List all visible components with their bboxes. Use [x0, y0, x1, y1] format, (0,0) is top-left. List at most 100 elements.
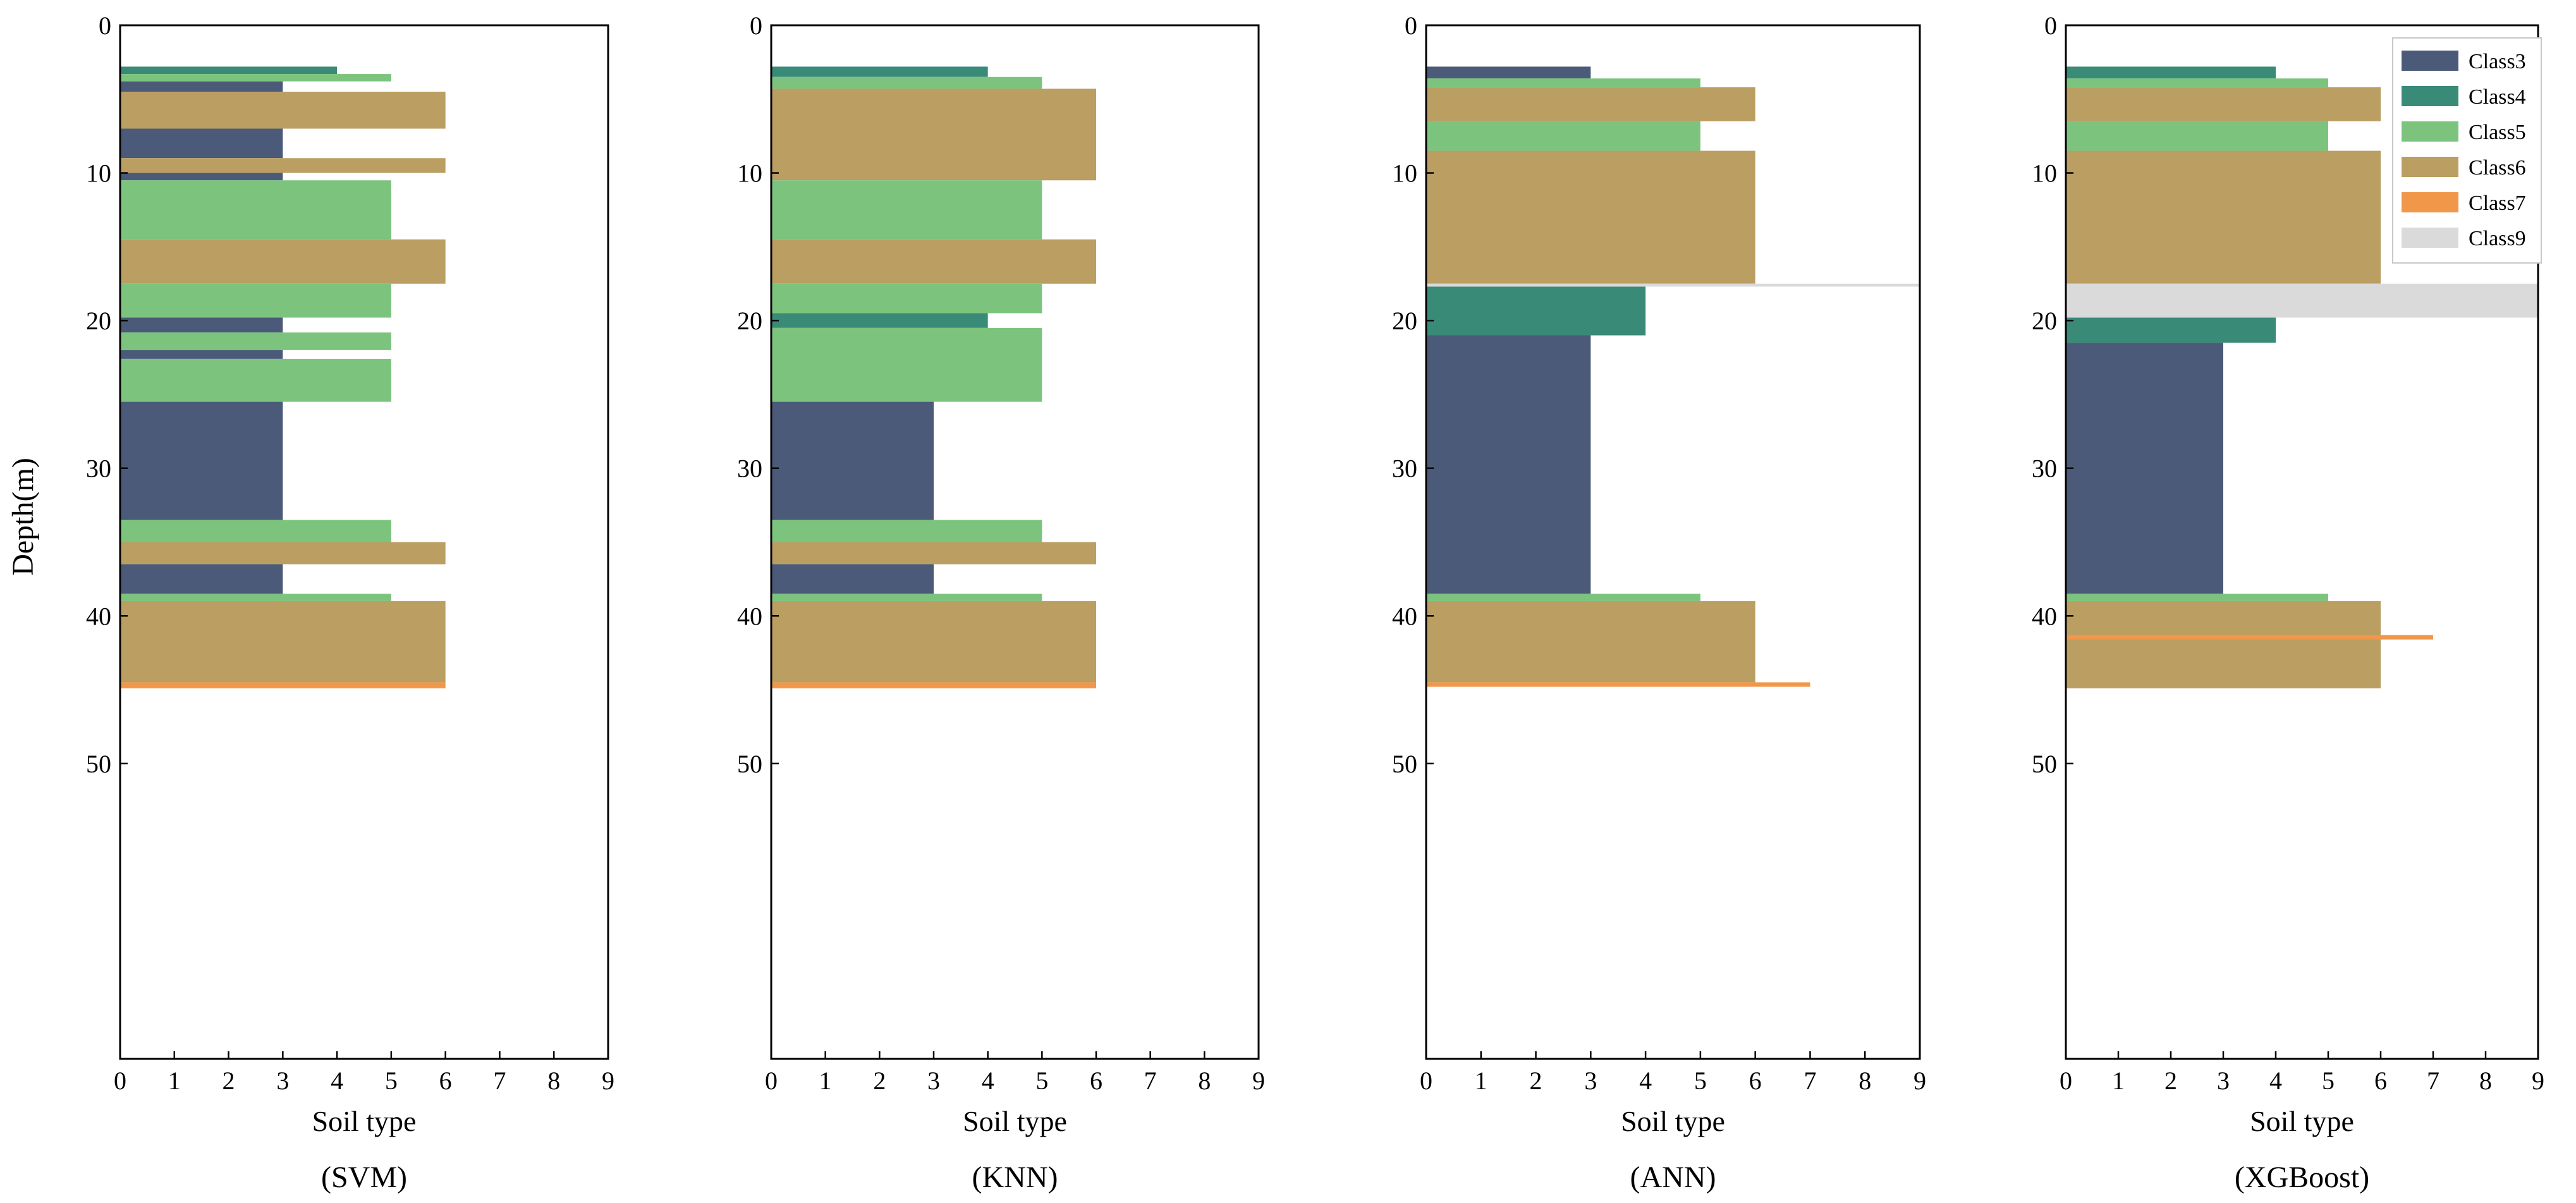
- bar: [771, 594, 1042, 601]
- bar: [120, 520, 391, 542]
- x-tick-label: 3: [1584, 1066, 1597, 1095]
- legend-box: [2392, 37, 2542, 264]
- y-tick-label: 10: [1392, 159, 1417, 188]
- bar: [120, 81, 283, 92]
- y-tick-label: 0: [1405, 11, 1417, 40]
- bar: [771, 313, 988, 328]
- bar: [120, 74, 391, 82]
- x-tick-label: 5: [1035, 1066, 1048, 1095]
- bar: [771, 401, 934, 520]
- y-tick-label: 20: [86, 307, 111, 335]
- legend-swatch: [2402, 86, 2458, 106]
- bar: [1426, 121, 1700, 151]
- bar: [771, 66, 988, 77]
- bar: [1426, 682, 1810, 687]
- y-tick-label: 10: [737, 159, 762, 188]
- bar: [2066, 635, 2433, 640]
- bar: [2066, 601, 2381, 688]
- x-tick-label: 4: [2269, 1066, 2282, 1095]
- x-tick-label: 5: [2322, 1066, 2335, 1095]
- bar: [771, 542, 1096, 565]
- bar: [771, 520, 1042, 542]
- bar: [120, 66, 338, 75]
- bar: [120, 158, 446, 173]
- bar: [2066, 87, 2381, 121]
- bar: [120, 332, 391, 350]
- x-tick-label: 4: [982, 1066, 994, 1095]
- bar: [120, 682, 446, 688]
- y-tick-label: 10: [2032, 159, 2057, 188]
- bar: [120, 239, 446, 284]
- x-tick-label: 9: [1252, 1066, 1265, 1095]
- bar: [771, 239, 1096, 284]
- bar: [1426, 286, 1646, 336]
- bar: [771, 327, 1042, 402]
- x-tick-label: 3: [2217, 1066, 2230, 1095]
- y-tick-label: 20: [737, 307, 762, 335]
- bar: [771, 76, 1042, 89]
- legend: Class3 Class4 Class5 Class6 Class7 Class9: [2392, 37, 2542, 264]
- bar: [1426, 594, 1700, 601]
- bar: [1426, 283, 1920, 287]
- y-tick-label: 50: [737, 750, 762, 778]
- plot-frame: [119, 24, 609, 1060]
- x-tick-label: 8: [1859, 1066, 1871, 1095]
- y-tick-label: 40: [86, 602, 111, 630]
- bar: [2066, 317, 2276, 343]
- x-axis-label: Soil type: [963, 1105, 1067, 1137]
- bar: [120, 173, 283, 181]
- bar: [120, 542, 446, 565]
- plot-frame: [770, 24, 1260, 1060]
- x-tick-label: 6: [1749, 1066, 1762, 1095]
- x-tick-label: 9: [602, 1066, 614, 1095]
- bars: [120, 66, 446, 688]
- bar: [120, 358, 391, 402]
- y-tick-label: 30: [737, 455, 762, 483]
- x-tick-label: 7: [1804, 1066, 1816, 1095]
- x-tick-label: 0: [2060, 1066, 2072, 1095]
- x-tick-label: 2: [1530, 1066, 1542, 1095]
- y-tick-label: 50: [2032, 750, 2057, 778]
- x-tick-label: 8: [1198, 1066, 1211, 1095]
- bar: [120, 180, 391, 240]
- bar: [120, 92, 446, 129]
- y-tick-label: 30: [86, 455, 111, 483]
- x-tick-label: 2: [223, 1066, 235, 1095]
- chart-panel: 0 1 2 3 4 5 6 7 8 9 0 10 20 30 40 50 Soil type (KNN): [737, 11, 1265, 1194]
- chart-panel: 0 1 2 3 4 5 6 7 8 9 0 10 20 30 40 50 Soil type (ANN): [1392, 11, 1926, 1194]
- bar: [1426, 66, 1591, 79]
- bar: [2066, 78, 2328, 88]
- bar: [2066, 66, 2276, 79]
- x-tick-label: 1: [819, 1066, 832, 1095]
- bar: [771, 283, 1042, 314]
- x-tick-label: 1: [168, 1066, 181, 1095]
- x-tick-label: 3: [276, 1066, 289, 1095]
- legend-label: Class6: [2469, 156, 2526, 180]
- legend-label: Class5: [2469, 121, 2526, 144]
- legend-swatch: [2402, 51, 2458, 71]
- x-tick-label: 1: [1475, 1066, 1487, 1095]
- legend-swatch: [2402, 157, 2458, 177]
- bar: [771, 682, 1096, 688]
- bar: [120, 317, 283, 333]
- y-tick-label: 0: [750, 11, 762, 40]
- legend-swatch: [2402, 121, 2458, 142]
- bar: [120, 283, 391, 318]
- legend-swatch: [2402, 192, 2458, 212]
- legend-label: Class3: [2469, 50, 2526, 73]
- x-tick-label: 6: [1090, 1066, 1102, 1095]
- bar: [771, 89, 1096, 151]
- bar: [1426, 601, 1755, 683]
- x-tick-label: 7: [2427, 1066, 2439, 1095]
- x-tick-label: 7: [1144, 1066, 1157, 1095]
- bar: [120, 564, 283, 594]
- x-tick-label: 2: [873, 1066, 886, 1095]
- y-tick-label: 0: [99, 11, 111, 40]
- bar: [771, 180, 1042, 240]
- y-axis-label: Depth(m): [6, 458, 40, 576]
- panel-label: (ANN): [1630, 1161, 1716, 1194]
- y-tick-label: 50: [86, 750, 111, 778]
- y-tick-label: 20: [2032, 307, 2057, 335]
- x-tick-label: 0: [1420, 1066, 1432, 1095]
- legend-swatch: [2402, 228, 2458, 248]
